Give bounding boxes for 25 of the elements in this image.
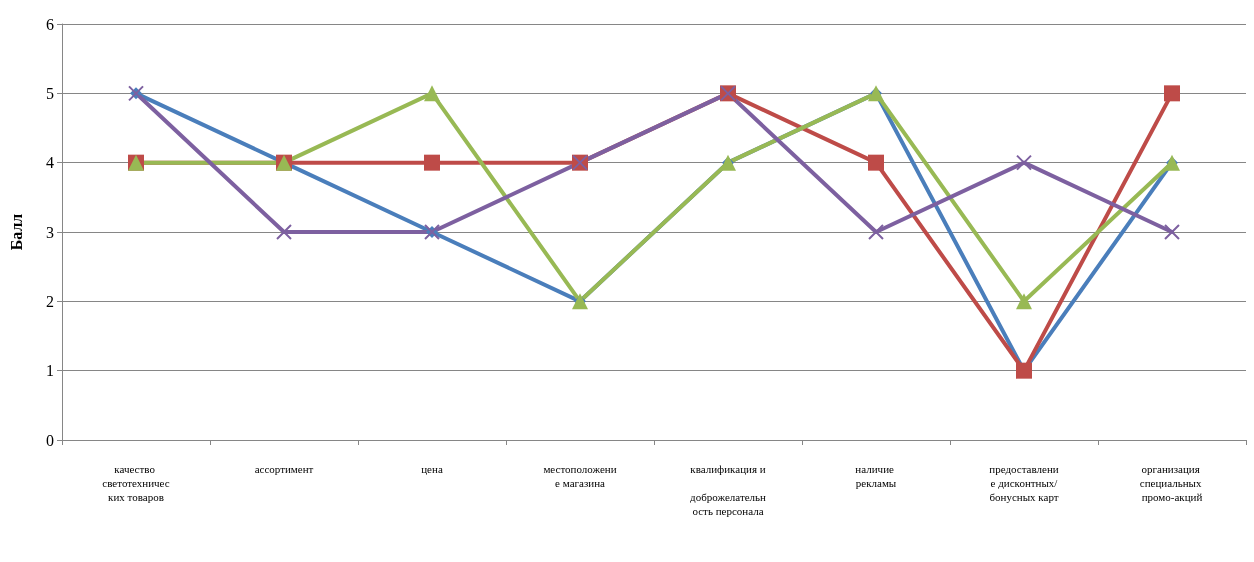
y-tick-label: 4 (46, 154, 54, 172)
point (1164, 224, 1180, 240)
point (1164, 85, 1180, 102)
category-label: квалификация и доброжелательность персонала (690, 463, 766, 517)
x-tick-label: предоставление дисконтных/бонусных карт (989, 463, 1059, 503)
x-tick-label: организация специальных промо-акций (1139, 463, 1205, 503)
y-tick-label: 5 (46, 84, 54, 102)
point (276, 224, 292, 240)
point (424, 85, 440, 102)
y-tick-label: 1 (46, 362, 54, 380)
point (1016, 154, 1032, 171)
y-tick-label: 2 (46, 292, 54, 310)
x-tick-label: цена (421, 463, 443, 475)
y-tick-label: 0 (46, 431, 54, 449)
point (868, 224, 884, 240)
x-tick-label: качество светотехнических товаров (102, 463, 170, 503)
x-tick-label: местоположение магазина (543, 463, 617, 489)
point (424, 154, 440, 171)
point (868, 154, 884, 171)
x-tick-label: ассортимент (254, 463, 314, 475)
y-tick-label: 3 (46, 223, 54, 241)
x-tick-label: наличие рекламы (855, 463, 897, 489)
y-axis-title: Балл (7, 213, 25, 251)
point (1016, 293, 1032, 310)
y-tick-label: 6 (46, 15, 54, 33)
